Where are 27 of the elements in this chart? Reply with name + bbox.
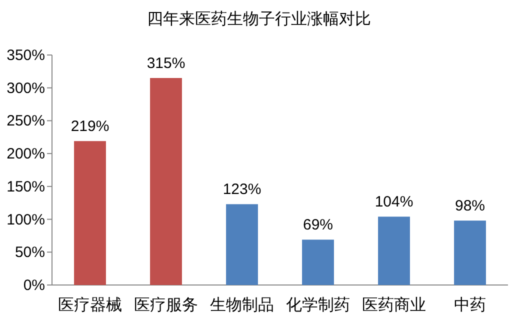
- x-tick-label: 医药商业: [362, 296, 426, 314]
- data-label: 123%: [222, 181, 262, 198]
- chart-title: 四年来医药生物子行业涨幅对比: [147, 10, 371, 28]
- data-label: 315%: [146, 55, 186, 72]
- bar: [74, 141, 106, 285]
- data-label: 219%: [70, 118, 110, 136]
- x-tick-label: 医疗器械: [58, 296, 122, 314]
- data-label: 104%: [374, 194, 414, 211]
- y-tick-label: 300%: [6, 80, 45, 97]
- x-tick-label: 化学制药: [286, 296, 350, 314]
- bar: [302, 240, 334, 285]
- y-tick-label: 350%: [6, 47, 45, 64]
- bar: [454, 220, 486, 285]
- y-tick-label: 200%: [6, 146, 45, 163]
- x-tick-label: 医疗服务: [134, 296, 198, 314]
- data-label: 98%: [454, 198, 486, 215]
- y-tick-label: 100%: [6, 211, 45, 228]
- x-tick-label: 生物制品: [210, 296, 274, 314]
- y-tick-label: 250%: [6, 112, 45, 130]
- bar: [150, 78, 182, 285]
- y-tick-label: 0%: [23, 277, 45, 294]
- data-label: 69%: [302, 216, 334, 234]
- y-tick-label: 50%: [14, 244, 45, 262]
- x-tick-label: 中药: [454, 296, 486, 314]
- bar: [378, 216, 410, 285]
- y-tick-label: 150%: [6, 178, 45, 196]
- bar: [226, 204, 258, 285]
